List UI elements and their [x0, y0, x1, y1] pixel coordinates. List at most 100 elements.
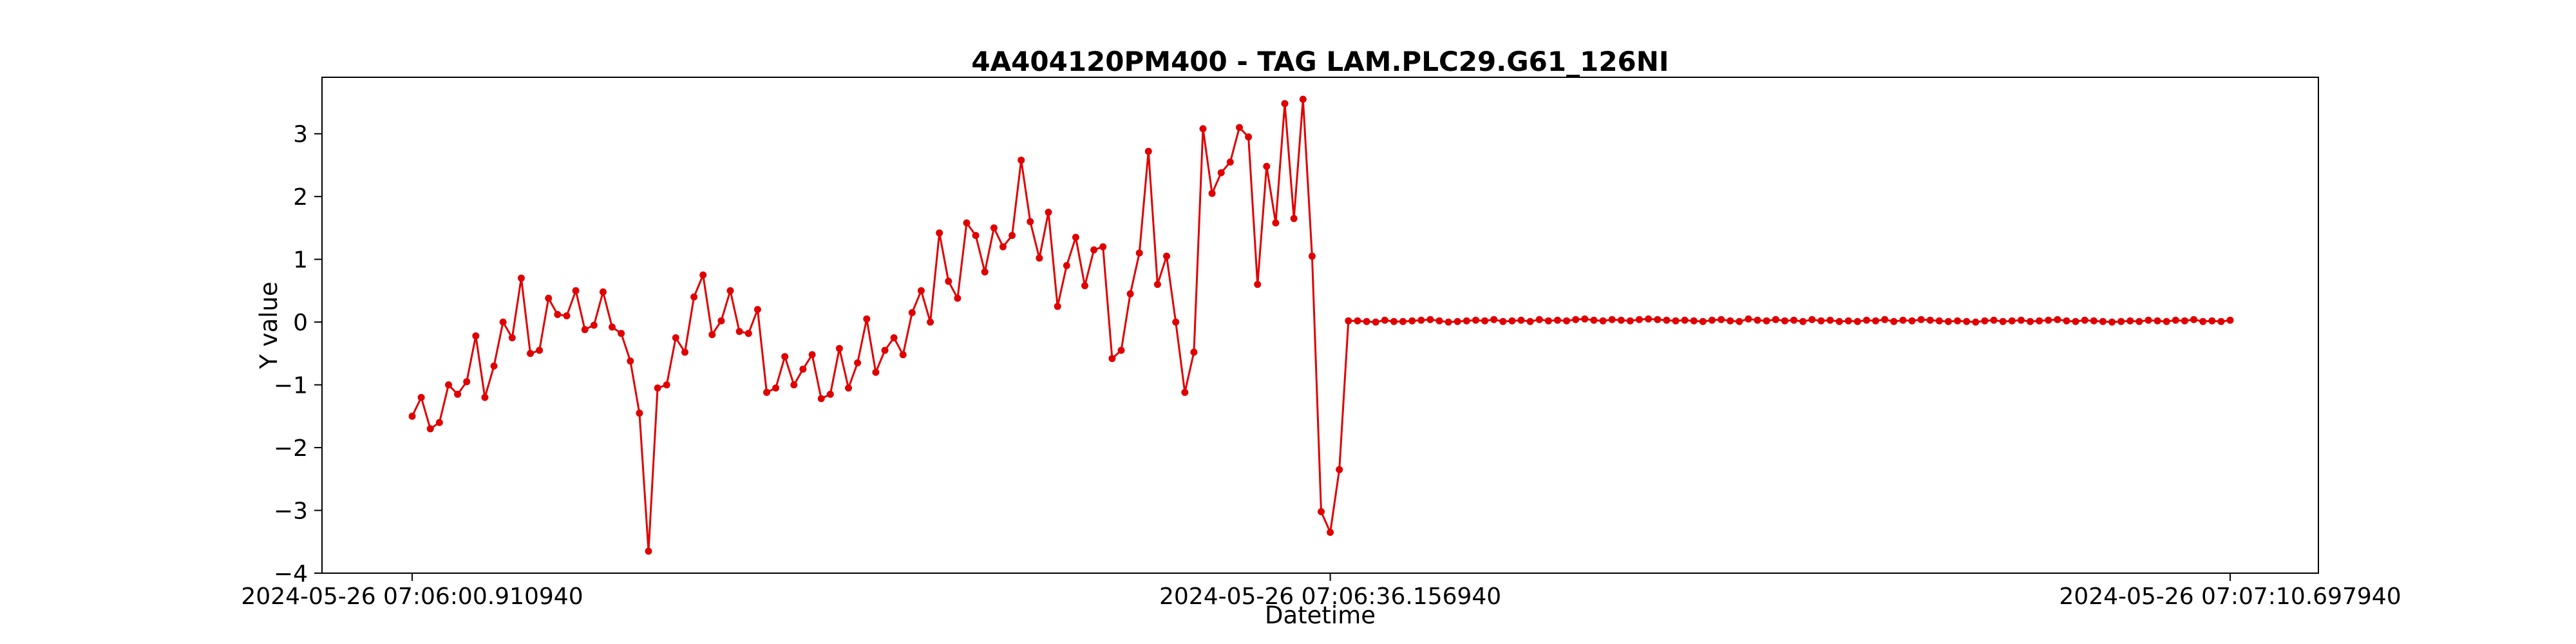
data-point — [726, 287, 734, 294]
data-point — [1835, 317, 1843, 325]
y-tick-label: 3 — [293, 122, 308, 148]
data-point — [1654, 316, 1662, 323]
data-point — [1172, 318, 1180, 326]
data-point — [1926, 316, 1934, 324]
data-point — [1299, 95, 1307, 103]
data-point — [1781, 317, 1788, 325]
data-point — [1808, 316, 1816, 323]
data-point — [1226, 158, 1234, 166]
data-point — [1581, 315, 1589, 323]
data-point — [1872, 317, 1879, 325]
data-point — [799, 365, 807, 373]
data-point — [590, 321, 598, 329]
data-point — [581, 326, 589, 334]
data-point — [2208, 317, 2216, 325]
data-point — [1463, 317, 1470, 325]
data-point — [490, 362, 498, 370]
data-point — [753, 306, 761, 314]
data-point — [517, 274, 525, 282]
data-point — [1917, 316, 1925, 323]
data-point — [1790, 316, 1797, 324]
data-point — [1027, 218, 1034, 225]
data-point — [1390, 317, 1397, 325]
data-point — [1363, 317, 1370, 325]
data-point — [963, 219, 971, 227]
data-point — [690, 293, 698, 301]
data-point — [454, 390, 462, 398]
data-point — [1281, 100, 1289, 108]
data-point — [1036, 254, 1043, 262]
data-point — [735, 328, 743, 336]
data-point — [1572, 316, 1580, 323]
data-point — [2226, 316, 2234, 324]
data-point — [1263, 162, 1271, 170]
data-point — [554, 310, 562, 318]
data-point — [1862, 316, 1870, 324]
data-point — [890, 334, 898, 341]
data-point — [1690, 317, 1698, 325]
data-point — [2154, 317, 2161, 325]
data-point — [1208, 189, 1216, 197]
data-point — [645, 547, 652, 555]
data-point — [1444, 318, 1452, 326]
data-point — [881, 346, 889, 354]
data-point — [1799, 317, 1807, 325]
data-point — [2199, 317, 2207, 325]
data-point — [744, 330, 752, 337]
data-point — [1135, 249, 1143, 257]
data-point — [2099, 317, 2107, 325]
data-point — [572, 287, 580, 294]
data-point — [1853, 317, 1861, 325]
data-point — [990, 224, 998, 232]
data-point — [699, 271, 707, 279]
data-point — [854, 359, 862, 366]
data-point — [1681, 316, 1689, 324]
data-point — [1990, 316, 1998, 324]
data-point — [1981, 317, 1989, 325]
data-point — [545, 294, 553, 302]
data-point — [1718, 316, 1725, 323]
data-point — [508, 334, 516, 341]
data-point — [2017, 316, 2025, 324]
data-point — [781, 353, 789, 361]
data-point — [618, 330, 625, 337]
x-axis-label: Datetime — [1265, 601, 1376, 629]
data-point — [481, 393, 489, 401]
data-point — [1772, 316, 1779, 323]
data-point — [1144, 147, 1152, 155]
data-point — [1590, 316, 1598, 324]
data-point — [1054, 303, 1061, 310]
data-point — [2027, 317, 2034, 325]
data-point — [1308, 252, 1316, 260]
data-point — [463, 378, 471, 386]
data-point — [417, 393, 425, 401]
data-point — [1254, 281, 1262, 289]
data-point — [808, 351, 816, 359]
data-point — [927, 318, 934, 326]
data-point — [1245, 133, 1253, 141]
data-point — [2090, 317, 2098, 325]
data-point — [2181, 317, 2188, 325]
y-axis: −4 −3 −2 −1 0 1 2 3 — [274, 122, 322, 587]
data-point — [2126, 317, 2134, 325]
data-point — [2054, 316, 2061, 323]
x-axis: 2024-05-26 07:06:00.910940 2024-05-26 07:… — [241, 573, 2401, 610]
data-point — [435, 419, 443, 426]
data-point — [527, 350, 534, 357]
data-point — [1517, 316, 1525, 324]
data-point — [1508, 317, 1516, 325]
data-point — [1727, 317, 1734, 325]
data-point — [1599, 317, 1607, 325]
data-point — [2063, 317, 2070, 325]
data-point — [908, 309, 916, 316]
data-point — [1236, 124, 1243, 131]
y-tick-label: −2 — [274, 435, 308, 462]
data-point — [2172, 316, 2179, 324]
data-point — [1426, 316, 1434, 323]
x-tick-label: 2024-05-26 07:06:00.910940 — [241, 583, 583, 610]
data-point — [1899, 316, 1907, 324]
data-point — [1045, 209, 1052, 216]
data-point — [1481, 317, 1489, 325]
data-point — [1935, 317, 1943, 325]
data-point — [2190, 316, 2197, 323]
